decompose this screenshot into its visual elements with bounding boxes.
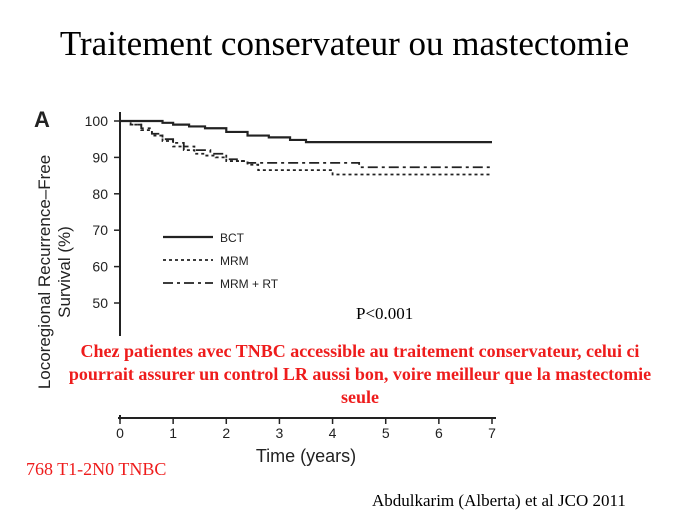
x-tick-label: 1 xyxy=(169,425,177,441)
legend-label: BCT xyxy=(220,231,245,245)
x-axis-label: Time (years) xyxy=(256,446,356,466)
series-line-bct xyxy=(120,119,492,144)
y-tick-label: 60 xyxy=(92,259,108,275)
legend-label: MRM + RT xyxy=(220,277,279,291)
x-tick-label: 7 xyxy=(488,425,496,441)
x-tick-label: 2 xyxy=(222,425,230,441)
series-line-mrm-rt xyxy=(120,120,492,169)
legend-label: MRM xyxy=(220,254,249,268)
series-lines xyxy=(120,119,492,176)
citation: Abdulkarim (Alberta) et al JCO 2011 xyxy=(372,491,626,510)
p-value-annotation: P<0.001 xyxy=(356,304,414,323)
x-tick-label: 5 xyxy=(382,425,390,441)
x-ticks: 0 1 2 3 4 5 6 7 xyxy=(116,418,496,441)
y-tick-label: 90 xyxy=(92,149,108,165)
y-tick-label: 70 xyxy=(92,222,108,238)
y-axis-label: Locoregional Recurrence–Free Survival (%… xyxy=(35,155,74,389)
series-line-mrm xyxy=(120,120,492,176)
panel-label: A xyxy=(34,107,50,132)
y-axis-label-line2: Survival (%) xyxy=(55,226,74,318)
x-tick-label: 4 xyxy=(329,425,337,441)
cohort-note: 768 T1-2N0 TNBC xyxy=(26,459,167,479)
y-ticks: 100 90 80 70 60 50 xyxy=(85,113,120,311)
y-tick-label: 100 xyxy=(85,113,109,129)
x-tick-label: 0 xyxy=(116,425,124,441)
x-tick-label: 6 xyxy=(435,425,443,441)
conclusion-callout: Chez patientes avec TNBC accessible au t… xyxy=(60,336,660,415)
y-axis-label-line1: Locoregional Recurrence–Free xyxy=(35,155,54,389)
y-tick-label: 80 xyxy=(92,186,108,202)
legend: BCT MRM MRM + RT xyxy=(163,231,279,291)
slide-title: Traitement conservateur ou mastectomie xyxy=(59,24,630,63)
x-tick-label: 3 xyxy=(276,425,284,441)
y-tick-label: 50 xyxy=(92,295,108,311)
